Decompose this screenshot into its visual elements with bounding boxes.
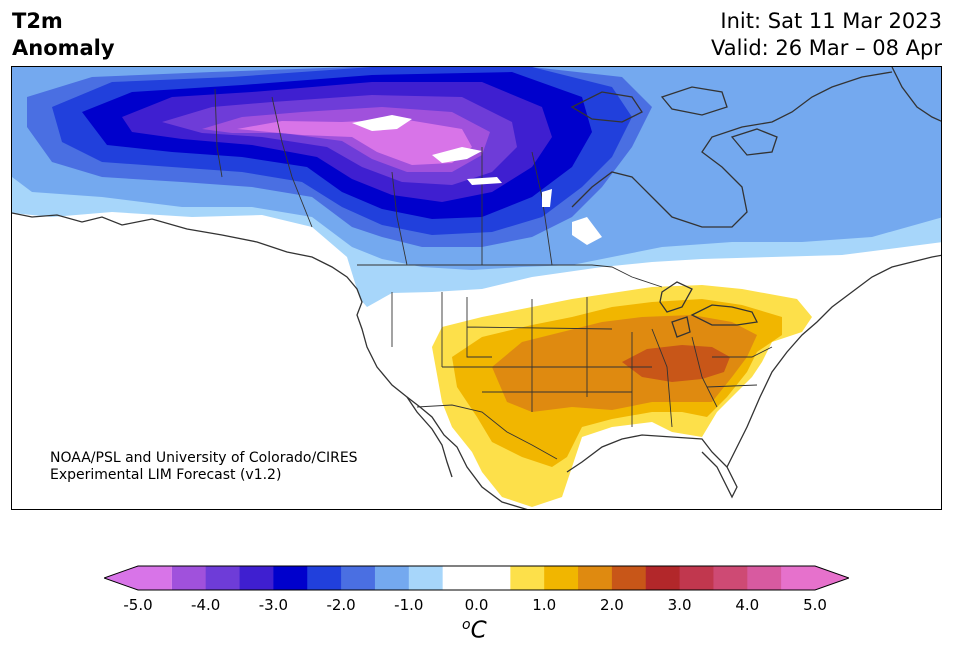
greenland-edge [891, 67, 941, 122]
tick-label: -3.0 [258, 596, 289, 614]
cold-anomaly-layers [12, 67, 941, 307]
valid-date-label: Valid: 26 Mar – 08 Apr [711, 36, 942, 60]
colorbar-unit: oC [462, 617, 487, 644]
map-canvas [12, 67, 941, 509]
colorbar-bin [273, 566, 308, 590]
lake-masks [352, 115, 602, 245]
james-bay [572, 217, 602, 245]
tick-label: 5.0 [803, 596, 827, 614]
colorbar-bin [747, 566, 782, 590]
map-title: T2m Anomaly [12, 8, 115, 62]
colorbar-bin [510, 566, 545, 590]
colorbar-bin [239, 566, 274, 590]
credit-text: NOAA/PSL and University of Colorado/CIRE… [50, 450, 358, 484]
colorbar-bin [476, 566, 511, 590]
tick-label: -4.0 [191, 596, 221, 614]
colorbar-bin [781, 566, 849, 590]
colorbar-bin [611, 566, 647, 590]
colorbar-bin [341, 566, 376, 590]
colorbar-bin [442, 566, 477, 590]
pacific-coast [12, 212, 528, 509]
init-date-label: Init: Sat 11 Mar 2023 [720, 9, 942, 33]
unit-degree-symbol: o [462, 617, 471, 633]
baja-peninsula [406, 396, 453, 478]
forecast-dates: Init: Sat 11 Mar 2023 Valid: 26 Mar – 08… [711, 8, 942, 62]
great-slave-lake [352, 115, 412, 131]
tick-label: -2.0 [326, 596, 356, 614]
colorbar-bin [171, 566, 207, 590]
colorbar-bin [205, 566, 240, 590]
us-mexico-border [416, 404, 558, 460]
colorbar-bin [578, 566, 613, 590]
athabasca-lake [467, 177, 502, 185]
tick-label: -1.0 [394, 596, 424, 614]
us-state-lines [391, 292, 773, 428]
tick-label: 3.0 [667, 596, 692, 614]
tick-label: 2.0 [599, 596, 624, 614]
hudson-bay [571, 71, 893, 228]
colorbar-bin [307, 566, 342, 590]
colorbar-bin [104, 566, 172, 590]
tick-label: 0.0 [464, 596, 489, 614]
anomaly-map: NOAA/PSL and University of Colorado/CIRE… [11, 66, 942, 510]
colorbar [104, 565, 849, 591]
canadian-provinces [271, 96, 553, 266]
title-line-2: Anomaly [12, 36, 115, 60]
colorbar-bin [713, 566, 748, 590]
credit-line-1: NOAA/PSL and University of Colorado/CIRE… [50, 450, 358, 466]
gulf-coast [566, 434, 738, 499]
colorbar-bins [104, 566, 849, 590]
warm-anomaly-layers [432, 285, 812, 507]
colorbar-bin [544, 566, 579, 590]
unit-letter: C [470, 617, 487, 644]
us-canada-border [357, 264, 663, 288]
winnipeg-lake [542, 189, 552, 207]
colorbar-bin [408, 566, 444, 590]
anomaly-band-minus-4-5 [237, 119, 472, 165]
atlantic-coast [726, 254, 941, 468]
political-borders [214, 88, 773, 460]
colorbar-outline [104, 565, 849, 591]
colorbar-bin [374, 566, 410, 590]
credit-line-2: Experimental LIM Forecast (v1.2) [50, 467, 282, 483]
colorbar-bin [645, 566, 680, 590]
alaska-border [214, 88, 223, 178]
great-lakes [659, 281, 758, 338]
anomaly-band-plus-2-5 [622, 345, 730, 382]
tick-label: 1.0 [532, 596, 557, 614]
tick-label: -5.0 [123, 596, 153, 614]
colorbar-ticks: -5.0 -4.0 -3.0 -2.0 -1.0 0.0 1.0 2.0 3.0… [0, 596, 953, 616]
title-line-1: T2m [12, 9, 63, 33]
tick-label: 4.0 [735, 596, 760, 614]
arctic-islands [570, 86, 778, 156]
great-bear-lake [432, 147, 482, 163]
colorbar-bin [679, 566, 714, 590]
coastlines [12, 67, 941, 509]
